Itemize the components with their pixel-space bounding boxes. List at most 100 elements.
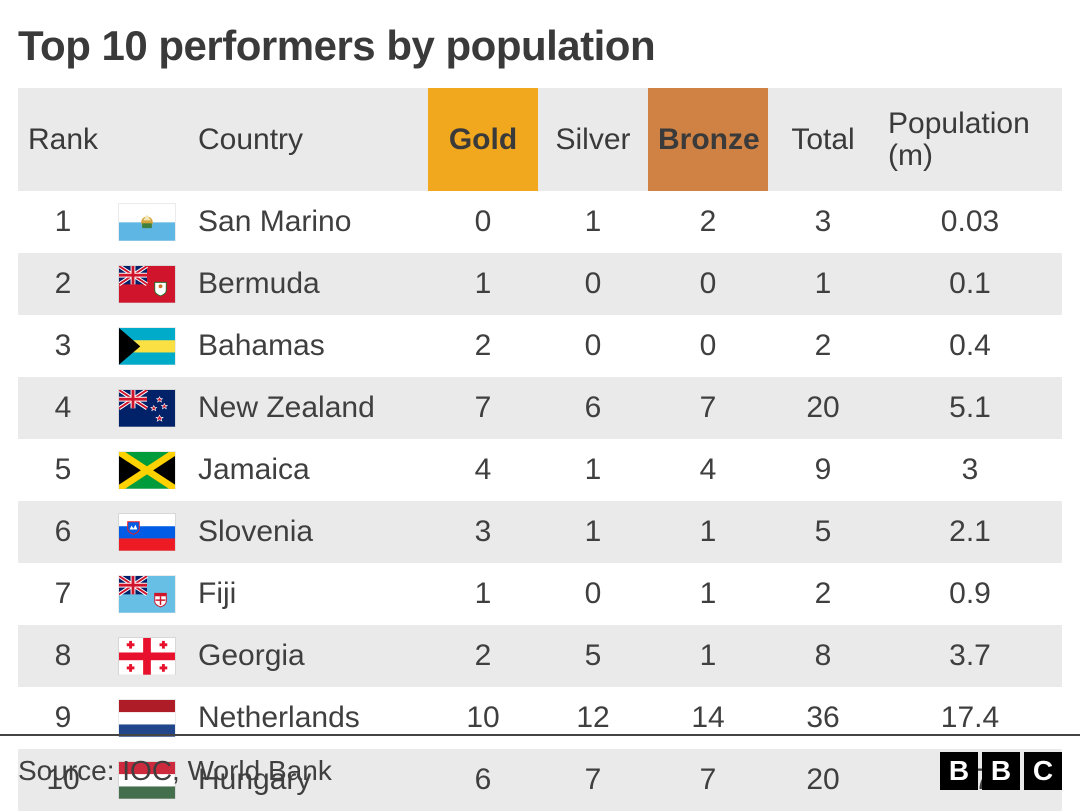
cell-gold: 1 <box>428 563 538 625</box>
cell-rank: 1 <box>18 191 108 253</box>
cell-rank: 3 <box>18 315 108 377</box>
col-bronze: Bronze <box>648 88 768 191</box>
cell-gold: 2 <box>428 625 538 687</box>
col-rank: Rank <box>18 88 108 191</box>
cell-total: 8 <box>768 625 878 687</box>
cell-population: 5.1 <box>878 377 1062 439</box>
table-row: 6Slovenia31152.1 <box>18 501 1062 563</box>
footer: Source: IOC, World Bank B B C <box>0 734 1080 812</box>
cell-gold: 0 <box>428 191 538 253</box>
flag-icon <box>118 575 176 613</box>
flag-icon <box>118 389 176 427</box>
col-flag <box>108 88 188 191</box>
bbc-logo-letter: B <box>940 752 978 790</box>
cell-flag <box>108 439 188 501</box>
cell-bronze: 2 <box>648 191 768 253</box>
cell-silver: 1 <box>538 191 648 253</box>
table-row: 1San Marino01230.03 <box>18 191 1062 253</box>
cell-total: 5 <box>768 501 878 563</box>
page-title: Top 10 performers by population <box>18 22 1062 70</box>
cell-bronze: 7 <box>648 377 768 439</box>
cell-country: New Zealand <box>188 377 428 439</box>
cell-bronze: 4 <box>648 439 768 501</box>
bbc-logo-letter: C <box>1024 752 1062 790</box>
cell-population: 0.1 <box>878 253 1062 315</box>
table-row: 4New Zealand767205.1 <box>18 377 1062 439</box>
cell-population: 0.4 <box>878 315 1062 377</box>
bbc-logo: B B C <box>940 752 1062 790</box>
cell-population: 2.1 <box>878 501 1062 563</box>
cell-gold: 4 <box>428 439 538 501</box>
cell-total: 9 <box>768 439 878 501</box>
cell-population: 0.9 <box>878 563 1062 625</box>
flag-icon <box>118 451 176 489</box>
table-body: 1San Marino01230.032Bermuda10010.13Baham… <box>18 191 1062 811</box>
col-gold: Gold <box>428 88 538 191</box>
cell-country: Fiji <box>188 563 428 625</box>
col-total: Total <box>768 88 878 191</box>
col-country: Country <box>188 88 428 191</box>
cell-rank: 6 <box>18 501 108 563</box>
cell-total: 2 <box>768 563 878 625</box>
table-row: 3Bahamas20020.4 <box>18 315 1062 377</box>
cell-silver: 5 <box>538 625 648 687</box>
flag-icon <box>118 265 176 303</box>
bbc-logo-letter: B <box>982 752 1020 790</box>
source-label: Source: IOC, World Bank <box>18 755 332 787</box>
cell-gold: 1 <box>428 253 538 315</box>
cell-gold: 3 <box>428 501 538 563</box>
cell-total: 20 <box>768 377 878 439</box>
col-silver: Silver <box>538 88 648 191</box>
cell-bronze: 1 <box>648 625 768 687</box>
cell-flag <box>108 501 188 563</box>
table-row: 7Fiji10120.9 <box>18 563 1062 625</box>
cell-flag <box>108 315 188 377</box>
cell-silver: 1 <box>538 439 648 501</box>
infographic-card: Top 10 performers by population Rank Cou… <box>0 0 1080 812</box>
cell-silver: 0 <box>538 253 648 315</box>
cell-silver: 0 <box>538 315 648 377</box>
cell-rank: 4 <box>18 377 108 439</box>
table-row: 8Georgia25183.7 <box>18 625 1062 687</box>
cell-rank: 7 <box>18 563 108 625</box>
cell-flag <box>108 377 188 439</box>
cell-bronze: 1 <box>648 501 768 563</box>
cell-country: Bahamas <box>188 315 428 377</box>
cell-total: 3 <box>768 191 878 253</box>
col-population: Population (m) <box>878 88 1062 191</box>
cell-bronze: 1 <box>648 563 768 625</box>
table-row: 5Jamaica41493 <box>18 439 1062 501</box>
cell-silver: 1 <box>538 501 648 563</box>
flag-icon <box>118 327 176 365</box>
flag-icon <box>118 203 176 241</box>
cell-flag <box>108 191 188 253</box>
cell-silver: 6 <box>538 377 648 439</box>
flag-icon <box>118 699 176 737</box>
cell-total: 2 <box>768 315 878 377</box>
cell-total: 1 <box>768 253 878 315</box>
flag-icon <box>118 513 176 551</box>
cell-rank: 5 <box>18 439 108 501</box>
cell-country: Georgia <box>188 625 428 687</box>
cell-silver: 0 <box>538 563 648 625</box>
cell-country: Bermuda <box>188 253 428 315</box>
cell-rank: 8 <box>18 625 108 687</box>
cell-population: 3.7 <box>878 625 1062 687</box>
cell-flag <box>108 563 188 625</box>
table-row: 2Bermuda10010.1 <box>18 253 1062 315</box>
medal-table: Rank Country Gold Silver Bronze Total Po… <box>18 88 1062 811</box>
cell-bronze: 0 <box>648 315 768 377</box>
cell-rank: 2 <box>18 253 108 315</box>
cell-country: Slovenia <box>188 501 428 563</box>
flag-icon <box>118 637 176 675</box>
cell-country: San Marino <box>188 191 428 253</box>
cell-country: Jamaica <box>188 439 428 501</box>
header-row: Rank Country Gold Silver Bronze Total Po… <box>18 88 1062 191</box>
cell-bronze: 0 <box>648 253 768 315</box>
cell-population: 3 <box>878 439 1062 501</box>
cell-flag <box>108 625 188 687</box>
cell-population: 0.03 <box>878 191 1062 253</box>
cell-gold: 7 <box>428 377 538 439</box>
cell-gold: 2 <box>428 315 538 377</box>
cell-flag <box>108 253 188 315</box>
